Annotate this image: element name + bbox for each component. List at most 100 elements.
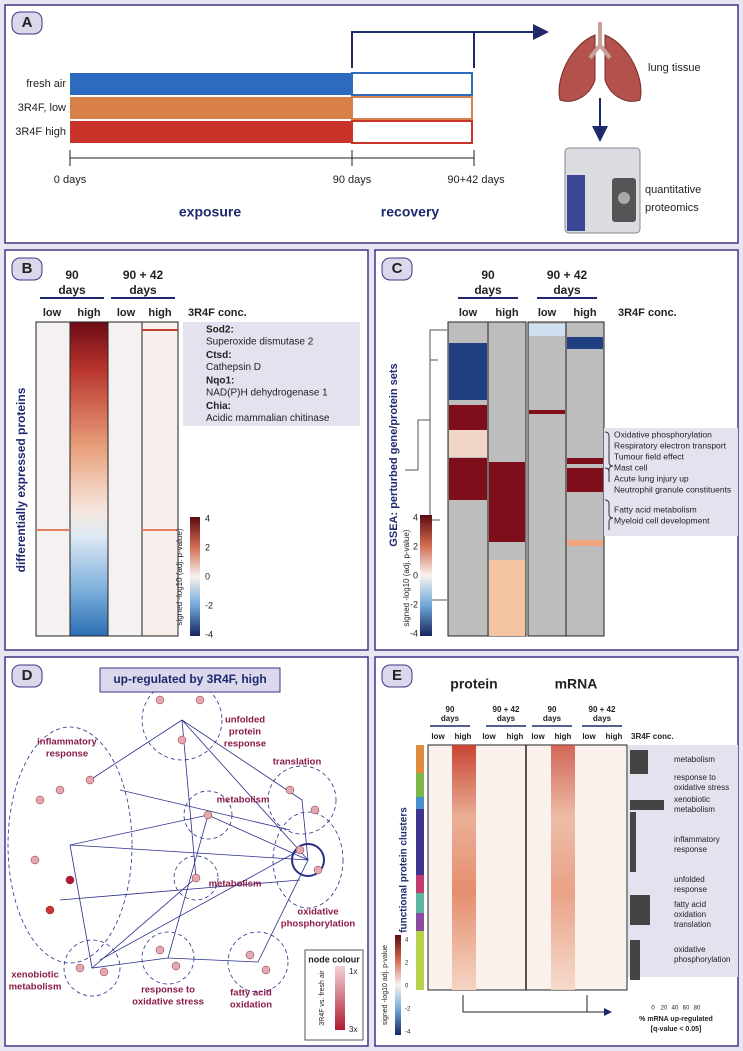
column-label: low — [582, 732, 596, 741]
group: days — [58, 283, 86, 297]
x-tick-label: 0 — [651, 1006, 655, 1012]
cluster-label: oxidative — [297, 907, 338, 918]
colorbar-label: signed -log10 (adj. p-value) — [175, 528, 184, 625]
y-label: differentially expressed proteins — [14, 387, 28, 572]
colorbar-tick: -2 — [410, 599, 418, 609]
legend-box — [304, 949, 364, 1041]
colorbar-label: signed -log10 (adj. p-value) — [402, 529, 411, 626]
group: days — [497, 714, 516, 723]
group: 90 — [65, 268, 79, 282]
gene-set: Oxidative phosphorylation — [614, 429, 712, 439]
cluster-label: oxidative stress — [132, 997, 204, 1008]
conc-label: 3R4F conc. — [631, 732, 674, 741]
column-label: low — [459, 307, 478, 319]
legend-gradient — [335, 966, 345, 1030]
header: mRNA — [555, 676, 598, 692]
column-label: high — [495, 307, 518, 319]
heatmap-b — [35, 321, 360, 637]
cluster-label: oxidative — [674, 945, 706, 954]
phase: recovery — [381, 204, 440, 220]
panel-tag — [381, 664, 413, 688]
legend-title: node colour — [308, 954, 360, 964]
cluster-label: metabolism — [209, 879, 262, 890]
colorbar-label: signed -log10 adj. p-value — [382, 945, 389, 1025]
panel-label: A — [22, 14, 33, 31]
gene: Chia: — [206, 401, 231, 412]
x-label: [q-value < 0.05] — [651, 1026, 702, 1033]
colorbar-tick: 2 — [413, 541, 418, 551]
network — [7, 679, 344, 997]
x-label: % mRNA up-regulated — [639, 1016, 713, 1023]
step: lung tissue — [648, 62, 701, 74]
cluster-label: response to — [141, 985, 195, 996]
heatmap-e — [395, 744, 738, 1035]
colorbar-tick: 0 — [405, 984, 409, 990]
cluster-label: protein — [229, 727, 261, 738]
column-label: low — [482, 732, 496, 741]
column-label: high — [555, 732, 572, 741]
column-label: high — [573, 307, 596, 319]
y-label: functional protein clusters — [399, 807, 410, 933]
column-label: high — [455, 732, 472, 741]
panel-label: E — [392, 667, 402, 684]
cluster-label: phosphorylation — [281, 919, 356, 930]
panel-label: D — [22, 667, 33, 684]
gene-set: Acute lung injury up — [614, 473, 689, 483]
group: 90 — [548, 705, 557, 714]
group: 90 + 42 — [123, 268, 164, 282]
colorbar-tick: 0 — [205, 571, 210, 581]
colorbar-tick: 2 — [205, 542, 210, 552]
colorbar-tick: -2 — [405, 1007, 411, 1013]
timepoint: 90 days — [333, 174, 372, 186]
gene-set: Tumour field effect — [614, 451, 685, 461]
colorbar-tick: 4 — [205, 513, 210, 523]
x-tick-label: 20 — [661, 1006, 668, 1012]
column-label: low — [531, 732, 545, 741]
heatmap-c — [405, 321, 738, 637]
panel-label: C — [392, 260, 403, 277]
timepoint: 0 days — [54, 174, 87, 186]
title-box — [99, 667, 281, 693]
cluster-label: response — [46, 749, 88, 760]
panel-label: B — [22, 260, 33, 277]
gene-name: Superoxide dismutase 2 — [206, 337, 314, 348]
cluster-label: fatty acid — [674, 900, 706, 909]
x-tick-label: 60 — [683, 1006, 690, 1012]
step: quantitative — [645, 184, 701, 196]
legend-label: 3x — [349, 1025, 357, 1034]
colorbar-tick: -4 — [405, 1030, 411, 1036]
step: proteomics — [645, 202, 699, 214]
row-label: fresh air — [26, 78, 66, 90]
cluster-label: xenobiotic — [674, 795, 710, 804]
cluster-label: response — [674, 885, 707, 894]
gene-set: Respiratory electron transport — [614, 440, 727, 450]
column-label: low — [538, 307, 557, 319]
gene-set: Neutrophil granule constituents — [614, 484, 731, 494]
colorbar-tick: -4 — [410, 628, 418, 638]
y-label: GSEA: perturbed gene/protein sets — [388, 363, 400, 546]
cluster-label: xenobiotic — [11, 970, 59, 981]
gene-set: Fatty acid metabolism — [614, 504, 697, 514]
cluster-label: inflammatory — [37, 737, 97, 748]
cluster-label: response to — [674, 773, 716, 782]
exposure-scheme — [69, 22, 642, 234]
colorbar-tick: 4 — [413, 512, 418, 522]
gene-name: Cathepsin D — [206, 362, 261, 373]
gene-name: NAD(P)H dehydrogenase 1 — [206, 388, 328, 399]
column-label: low — [43, 307, 62, 319]
group: 90 — [446, 705, 455, 714]
cluster-label: oxidation — [230, 1000, 272, 1011]
gene-set: Myeloid cell development — [614, 515, 710, 525]
colorbar-tick: -4 — [205, 629, 213, 639]
cluster-label: metabolism — [674, 805, 715, 814]
gene: Nqo1: — [206, 376, 234, 387]
phase: exposure — [179, 204, 241, 220]
cluster-label: unfolded — [674, 875, 705, 884]
header: protein — [450, 676, 497, 692]
group: days — [553, 283, 581, 297]
cluster-label: translation — [273, 757, 322, 768]
column-label: low — [431, 732, 445, 741]
group: days — [474, 283, 502, 297]
